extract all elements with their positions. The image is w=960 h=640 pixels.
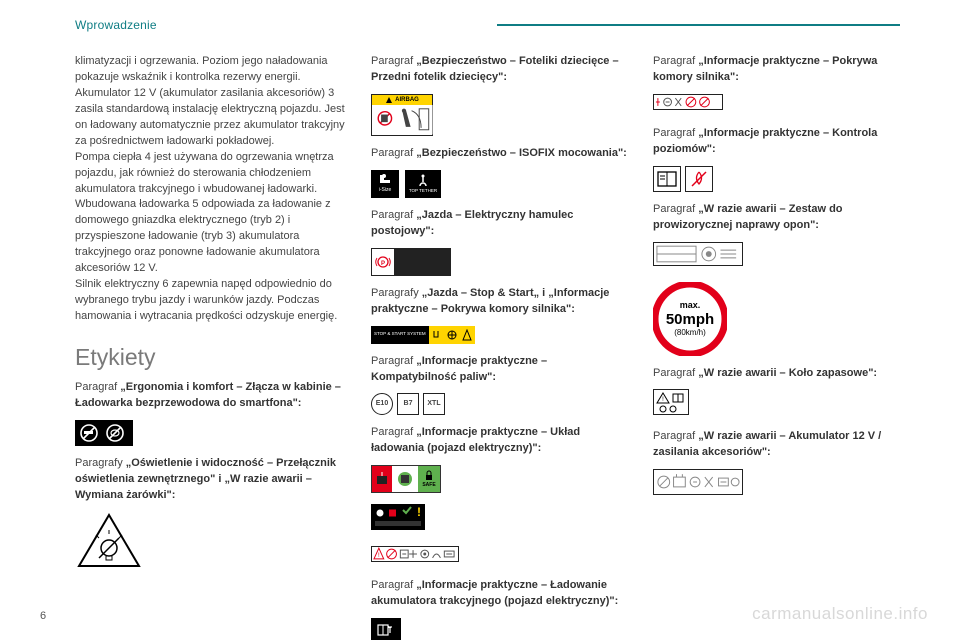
column-3: Paragraf „Informacje praktyczne – Pokryw…: [653, 54, 888, 640]
top-tether-icon: [415, 174, 431, 188]
spare-wheel-icon: !: [655, 391, 687, 413]
isize-seat-icon: [377, 173, 393, 187]
paragraph-stopstart: Paragrafy „Jazda – Stop & Start„ i „Info…: [371, 286, 627, 318]
airbag-pictogram-icon: [372, 105, 434, 135]
paragraph-akumulator-12v: Paragraf „W razie awarii – Akumulator 12…: [653, 429, 888, 461]
header-title: Wprowadzenie: [75, 18, 157, 32]
svg-text:P: P: [381, 261, 385, 267]
paragraph-bezp-fotelik: Paragraf „Bezpieczeństwo – Foteliki dzie…: [371, 54, 627, 86]
no-smoking-icon: [75, 420, 133, 446]
safe-text: SAFE: [422, 482, 435, 489]
paragraph-hamulec: Paragraf „Jazda – Elektryczny hamulec po…: [371, 208, 627, 240]
fuel-e10: E10: [371, 393, 393, 415]
label-stopstart: STOP & START SYSTEM: [371, 326, 627, 344]
column-1: klimatyzacji i ogrzewania. Poziom jego n…: [75, 54, 345, 640]
label-isofix: i-Size TOP TETHER: [371, 170, 627, 198]
paragraph-isofix: Paragraf „Bezpieczeństwo – ISOFIX mocowa…: [371, 146, 627, 162]
label-engine-icons: [653, 94, 888, 116]
fan-icon: [447, 329, 457, 341]
no-flame-icon: [688, 169, 710, 189]
paragraph-ergonomia: Paragraf „Ergonomia i komfort – Złącza w…: [75, 380, 345, 412]
label-battery-12v: [653, 469, 888, 501]
warning-triangle-icon: [385, 96, 393, 104]
charge-indicators-icon: !: [371, 504, 425, 530]
speed-max: max.: [680, 299, 701, 312]
speed-limit-sign: max. 50mph (80km/h): [653, 282, 888, 356]
parking-brake-icon: P: [375, 255, 391, 269]
paragraph-kontrola-poziomow: Paragraf „Informacje praktyczne – Kontro…: [653, 126, 888, 158]
charge-port-icon: [395, 469, 415, 489]
label-charging-black: !: [371, 504, 627, 536]
label-tire-kit: [653, 242, 888, 272]
isize-text: i-Size: [379, 187, 392, 194]
body-text: klimatyzacji i ogrzewania. Poziom jego n…: [75, 54, 345, 325]
label-charging-red: SAFE: [371, 465, 627, 494]
plug-book-icon: [376, 621, 396, 639]
page-header: Wprowadzenie: [75, 18, 900, 32]
svg-text:!: !: [417, 505, 421, 519]
label-traction-charge: [371, 618, 627, 640]
fuel-xtl: XTL: [423, 393, 445, 415]
paragraph-paliwa: Paragraf „Informacje praktyczne – Kompat…: [371, 354, 627, 386]
label-airbag: AIRBAG: [371, 94, 627, 136]
paragraph-kolo-zapasowe: Paragraf „W razie awarii – Koło zapasowe…: [653, 366, 888, 382]
page-number: 6: [40, 610, 46, 622]
label-fuel: E10 B7 XTL: [371, 393, 627, 415]
triangle-bulb-icon: [75, 512, 143, 570]
paragraph-oswietlenie: Paragrafy „Oświetlenie i widoczność – Pr…: [75, 456, 345, 504]
header-rule: [497, 24, 900, 26]
page-root: Wprowadzenie klimatyzacji i ogrzewania. …: [0, 0, 960, 640]
paragraph-ladowanie-uklad: Paragraf „Informacje praktyczne – Układ …: [371, 425, 627, 457]
label-no-smoking: [75, 420, 345, 446]
speed-val: 50mph: [666, 312, 714, 327]
top-tether-text: TOP TETHER: [409, 188, 437, 195]
lock-icon: [423, 470, 435, 482]
tire-kit-icon: [654, 242, 742, 266]
svg-text:!: !: [378, 552, 380, 559]
section-title-etykiety: Etykiety: [75, 341, 345, 374]
columns: klimatyzacji i ogrzewania. Poziom jego n…: [75, 54, 900, 640]
speed-sub: (80km/h): [674, 327, 706, 339]
label-bulb-warning: [75, 512, 345, 570]
fuel-b7: B7: [397, 393, 419, 415]
manual-book-icon: [656, 169, 678, 189]
label-charging-icons-row: !: [371, 546, 627, 568]
svg-text:!: !: [662, 397, 664, 403]
stopstart-text: STOP & START SYSTEM: [371, 326, 429, 344]
hand-icon: [431, 329, 441, 341]
paragraph-ladowanie-trakcyjny: Paragraf „Informacje praktyczne – Ładowa…: [371, 578, 627, 610]
warning-icons-row: !: [372, 546, 458, 562]
watermark: carmanualsonline.info: [752, 604, 928, 624]
car-charge-icon: [375, 470, 389, 488]
paragraph-zestaw-opon: Paragraf „W razie awarii – Zestaw do pro…: [653, 202, 888, 234]
column-2: Paragraf „Bezpieczeństwo – Foteliki dzie…: [371, 54, 627, 640]
caution-icon: [462, 329, 472, 341]
label-levels: [653, 166, 888, 192]
battery-icons-row: [654, 469, 742, 495]
label-parking-brake: P: [371, 248, 627, 276]
label-spare-wheel: !: [653, 389, 888, 419]
paragraph-pokrywa-silnika: Paragraf „Informacje praktyczne – Pokryw…: [653, 54, 888, 86]
engine-icons-row: [654, 94, 722, 110]
airbag-text: AIRBAG: [395, 96, 419, 105]
